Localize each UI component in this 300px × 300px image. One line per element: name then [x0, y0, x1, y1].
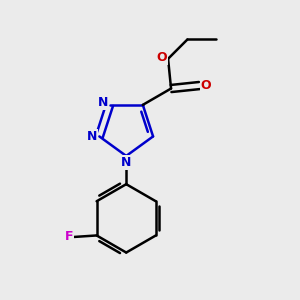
- Text: O: O: [156, 51, 167, 64]
- Text: O: O: [200, 79, 211, 92]
- Text: N: N: [98, 96, 108, 109]
- Text: N: N: [87, 130, 97, 143]
- Text: F: F: [65, 230, 73, 243]
- Text: N: N: [121, 156, 131, 169]
